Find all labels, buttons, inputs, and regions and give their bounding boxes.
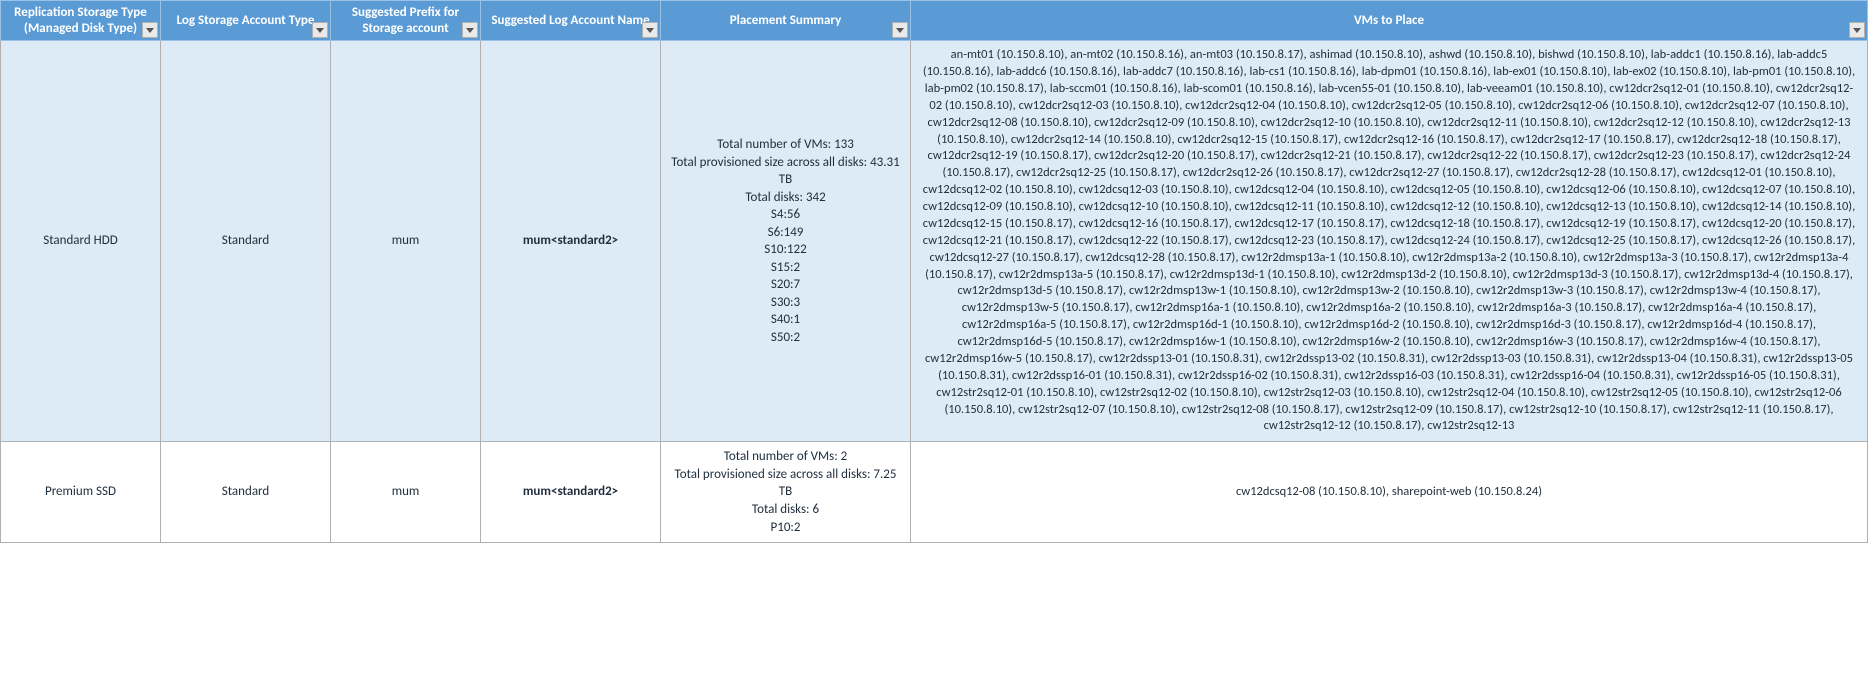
storage-placement-table: Replication Storage Type (Managed Disk T…	[0, 0, 1868, 543]
cell-log-storage-account-type[interactable]: Standard	[161, 41, 331, 442]
cell-log-storage-account-type[interactable]: Standard	[161, 442, 331, 543]
cell-suggested-log-account[interactable]: mum<standard2>	[481, 41, 661, 442]
col-suggested-prefix: Suggested Prefix for Storage account	[331, 1, 481, 41]
cell-placement-summary[interactable]: Total number of VMs: 2 Total provisioned…	[661, 442, 911, 543]
col-suggested-log-account: Suggested Log Account Name	[481, 1, 661, 41]
filter-dropdown-icon[interactable]	[892, 22, 908, 38]
header-label: Suggested Log Account Name	[491, 13, 649, 28]
filter-dropdown-icon[interactable]	[642, 22, 658, 38]
header-label: Suggested Prefix for Storage account	[352, 5, 459, 36]
col-log-storage-account-type: Log Storage Account Type	[161, 1, 331, 41]
cell-suggested-prefix[interactable]: mum	[331, 41, 481, 442]
cell-replication-storage-type[interactable]: Standard HDD	[1, 41, 161, 442]
table-row[interactable]: Standard HDD Standard mum mum<standard2>…	[1, 41, 1868, 442]
cell-vms-to-place[interactable]: cw12dcsq12-08 (10.150.8.10), sharepoint-…	[911, 442, 1868, 543]
cell-placement-summary[interactable]: Total number of VMs: 133 Total provision…	[661, 41, 911, 442]
filter-dropdown-icon[interactable]	[1849, 22, 1865, 38]
col-replication-storage-type: Replication Storage Type (Managed Disk T…	[1, 1, 161, 41]
table-row[interactable]: Premium SSD Standard mum mum<standard2> …	[1, 442, 1868, 543]
cell-replication-storage-type[interactable]: Premium SSD	[1, 442, 161, 543]
cell-suggested-log-account[interactable]: mum<standard2>	[481, 442, 661, 543]
header-label: Log Storage Account Type	[177, 13, 315, 28]
header-row: Replication Storage Type (Managed Disk T…	[1, 1, 1868, 41]
col-vms-to-place: VMs to Place	[911, 1, 1868, 41]
col-placement-summary: Placement Summary	[661, 1, 911, 41]
cell-suggested-prefix[interactable]: mum	[331, 442, 481, 543]
header-label: VMs to Place	[1354, 13, 1424, 28]
filter-dropdown-icon[interactable]	[312, 22, 328, 38]
filter-dropdown-icon[interactable]	[462, 22, 478, 38]
cell-vms-to-place[interactable]: an-mt01 (10.150.8.10), an-mt02 (10.150.8…	[911, 41, 1868, 442]
header-label: Replication Storage Type (Managed Disk T…	[14, 5, 147, 36]
filter-dropdown-icon[interactable]	[142, 22, 158, 38]
header-label: Placement Summary	[730, 13, 841, 28]
